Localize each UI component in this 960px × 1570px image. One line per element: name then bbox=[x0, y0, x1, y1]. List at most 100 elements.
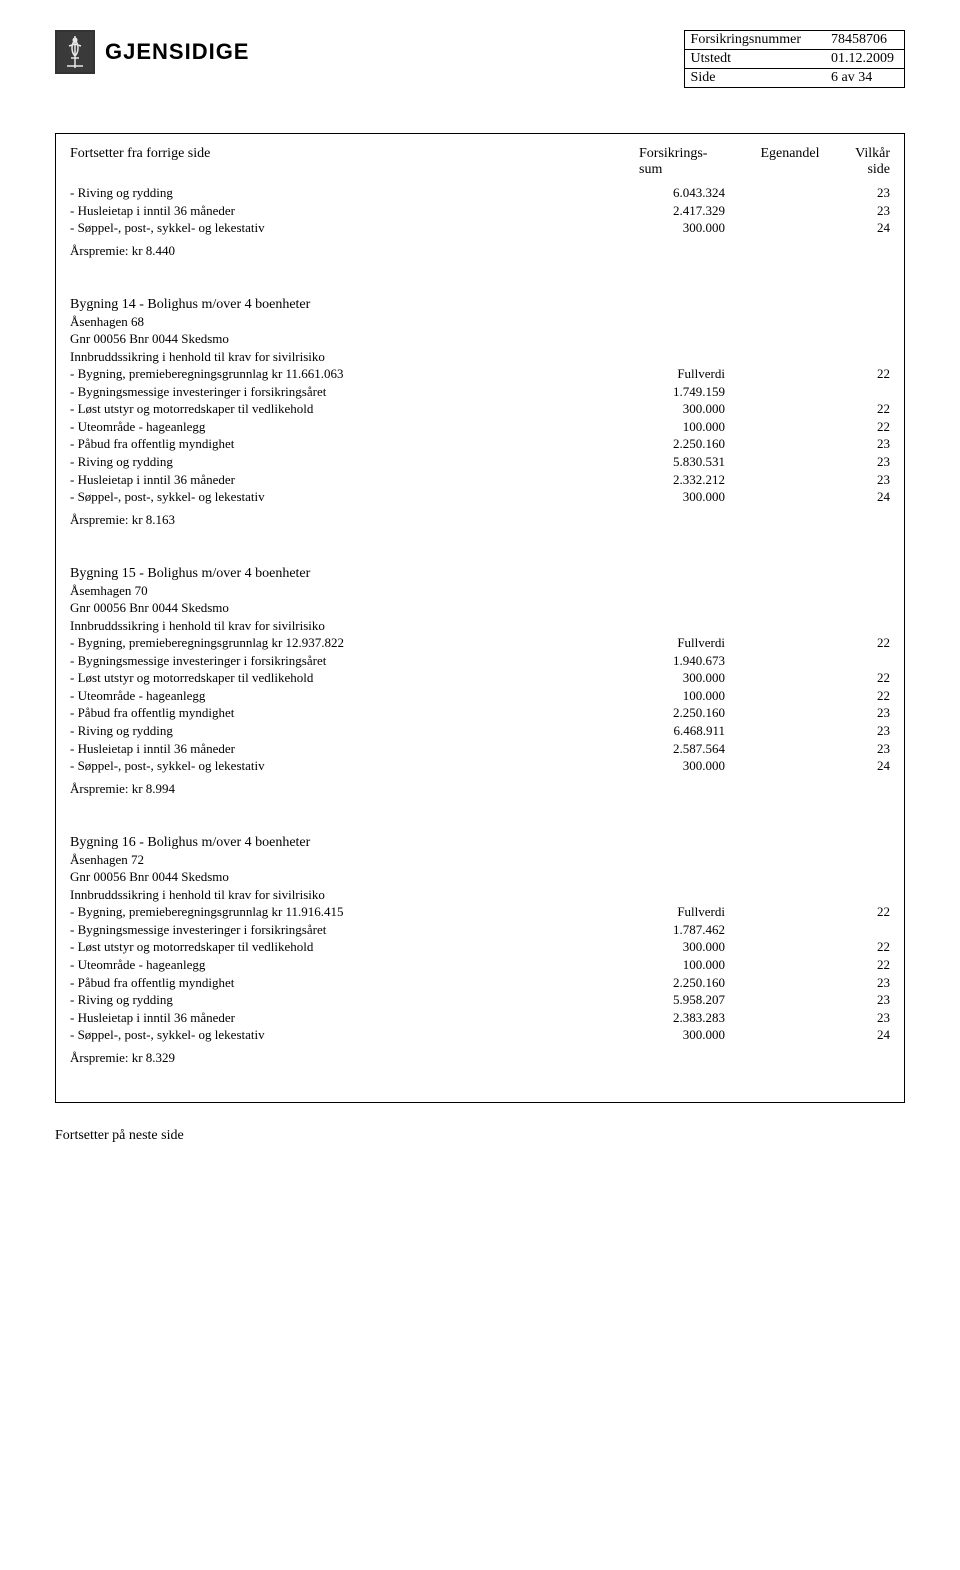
line-item: - Bygningsmessige investeringer i forsik… bbox=[70, 652, 890, 670]
line-item: - Bygningsmessige investeringer i forsik… bbox=[70, 921, 890, 939]
item-vilkar: 22 bbox=[835, 687, 890, 705]
line-item: - Riving og rydding5.830.53123 bbox=[70, 453, 890, 471]
line-item: - Løst utstyr og motorredskaper til vedl… bbox=[70, 669, 890, 687]
page-number: 6 av 34 bbox=[811, 69, 905, 88]
item-egenandel bbox=[745, 1009, 835, 1027]
line-item: - Husleietap i inntil 36 måneder2.587.56… bbox=[70, 740, 890, 758]
item-desc: - Uteområde - hageanlegg bbox=[70, 956, 625, 974]
item-egenandel bbox=[745, 1026, 835, 1044]
item-sum: 5.958.207 bbox=[625, 991, 745, 1009]
item-sum: 100.000 bbox=[625, 418, 745, 436]
item-desc: - Husleietap i inntil 36 måneder bbox=[70, 1009, 625, 1027]
item-vilkar: 22 bbox=[835, 634, 890, 652]
item-vilkar: 22 bbox=[835, 418, 890, 436]
item-vilkar bbox=[835, 383, 890, 401]
item-desc: - Husleietap i inntil 36 måneder bbox=[70, 471, 625, 489]
line-item: - Husleietap i inntil 36 måneder2.417.32… bbox=[70, 202, 890, 220]
line-item: - Søppel-, post-, sykkel- og lekestativ3… bbox=[70, 488, 890, 506]
line-item: - Bygning, premieberegningsgrunnlag kr 1… bbox=[70, 903, 890, 921]
item-egenandel bbox=[745, 921, 835, 939]
item-desc: - Bygningsmessige investeringer i forsik… bbox=[70, 921, 625, 939]
item-sum: 100.000 bbox=[625, 956, 745, 974]
item-desc: - Bygning, premieberegningsgrunnlag kr 1… bbox=[70, 634, 625, 652]
item-egenandel bbox=[745, 687, 835, 705]
section-gnr: Gnr 00056 Bnr 0044 Skedsmo bbox=[70, 599, 890, 617]
item-sum: Fullverdi bbox=[625, 903, 745, 921]
item-egenandel bbox=[745, 704, 835, 722]
line-item: - Riving og rydding5.958.207 23 bbox=[70, 991, 890, 1009]
item-egenandel bbox=[745, 202, 835, 220]
section-premium: Årspremie: kr 8.163 bbox=[70, 512, 890, 528]
item-sum: 300.000 bbox=[625, 219, 745, 237]
section-innbrudd: Innbruddssikring i henhold til krav for … bbox=[70, 348, 890, 366]
item-sum: 300.000 bbox=[625, 488, 745, 506]
footer-text: Fortsetter på neste side bbox=[55, 1128, 905, 1144]
item-desc: - Påbud fra offentlig myndighet bbox=[70, 435, 625, 453]
item-desc: - Riving og rydding bbox=[70, 722, 625, 740]
building-section: Bygning 15 - Bolighus m/over 4 boenheter… bbox=[70, 566, 890, 833]
item-egenandel bbox=[745, 974, 835, 992]
item-sum: 2.417.329 bbox=[625, 202, 745, 220]
line-item: - Påbud fra offentlig myndighet2.250.160… bbox=[70, 704, 890, 722]
insurance-no: 78458706 bbox=[811, 31, 905, 50]
item-desc: - Søppel-, post-, sykkel- og lekestativ bbox=[70, 757, 625, 775]
item-desc: - Løst utstyr og motorredskaper til vedl… bbox=[70, 400, 625, 418]
item-sum: 300.000 bbox=[625, 669, 745, 687]
item-sum: 2.383.283 bbox=[625, 1009, 745, 1027]
line-item: - Bygning, premieberegningsgrunnlag kr 1… bbox=[70, 365, 890, 383]
item-vilkar: 23 bbox=[835, 740, 890, 758]
line-item: - Husleietap i inntil 36 måneder2.332.21… bbox=[70, 471, 890, 489]
building-section: Bygning 16 - Bolighus m/over 4 boenheter… bbox=[70, 835, 890, 1066]
item-desc: - Bygning, premieberegningsgrunnlag kr 1… bbox=[70, 365, 625, 383]
item-desc: - Påbud fra offentlig myndighet bbox=[70, 974, 625, 992]
section-gnr: Gnr 00056 Bnr 0044 Skedsmo bbox=[70, 868, 890, 886]
issued-date: 01.12.2009 bbox=[811, 50, 905, 69]
item-desc: - Løst utstyr og motorredskaper til vedl… bbox=[70, 938, 625, 956]
item-vilkar: 23 bbox=[835, 974, 890, 992]
page-header: GJENSIDIGE Forsikringsnummer 78458706 Ut… bbox=[55, 30, 905, 88]
item-vilkar: 23 bbox=[835, 704, 890, 722]
section-address: Åsemhagen 70 bbox=[70, 582, 890, 600]
top-premium: Årspremie: kr 8.440 bbox=[70, 243, 890, 259]
item-egenandel bbox=[745, 669, 835, 687]
item-sum: Fullverdi bbox=[625, 365, 745, 383]
vilkar-header-1: Vilkår bbox=[835, 146, 890, 162]
guardian-icon bbox=[55, 30, 95, 74]
item-egenandel bbox=[745, 471, 835, 489]
section-premium: Årspremie: kr 8.329 bbox=[70, 1050, 890, 1066]
column-headers: Fortsetter fra forrige side Forsikrings-… bbox=[70, 146, 890, 178]
item-vilkar: 22 bbox=[835, 669, 890, 687]
item-desc: - Husleietap i inntil 36 måneder bbox=[70, 202, 625, 220]
item-vilkar: 24 bbox=[835, 1026, 890, 1044]
line-item: - Bygningsmessige investeringer i forsik… bbox=[70, 383, 890, 401]
section-innbrudd: Innbruddssikring i henhold til krav for … bbox=[70, 886, 890, 904]
sum-header-2: sum bbox=[639, 162, 725, 178]
item-desc: - Søppel-, post-, sykkel- og lekestativ bbox=[70, 219, 625, 237]
item-vilkar: 22 bbox=[835, 903, 890, 921]
section-title: Bygning 15 - Bolighus m/over 4 boenheter bbox=[70, 566, 890, 582]
item-desc: - Husleietap i inntil 36 måneder bbox=[70, 740, 625, 758]
item-desc: - Riving og rydding bbox=[70, 991, 625, 1009]
item-egenandel bbox=[745, 722, 835, 740]
item-vilkar: 23 bbox=[835, 722, 890, 740]
item-vilkar: 22 bbox=[835, 400, 890, 418]
line-item: - Bygning, premieberegningsgrunnlag kr 1… bbox=[70, 634, 890, 652]
item-sum: 1.787.462 bbox=[625, 921, 745, 939]
line-item: - Søppel-, post-, sykkel- og lekestativ3… bbox=[70, 1026, 890, 1044]
item-egenandel bbox=[745, 991, 835, 1009]
item-vilkar: 24 bbox=[835, 757, 890, 775]
item-sum: 300.000 bbox=[625, 400, 745, 418]
line-item: - Uteområde - hageanlegg100.00022 bbox=[70, 687, 890, 705]
item-egenandel bbox=[745, 956, 835, 974]
item-vilkar bbox=[835, 652, 890, 670]
item-sum: 6.468.911 bbox=[625, 722, 745, 740]
line-item: - Løst utstyr og motorredskaper til vedl… bbox=[70, 938, 890, 956]
item-vilkar: 23 bbox=[835, 184, 890, 202]
item-vilkar: 23 bbox=[835, 991, 890, 1009]
item-egenandel bbox=[745, 488, 835, 506]
line-item: - Søppel-, post-, sykkel- og lekestativ3… bbox=[70, 219, 890, 237]
item-vilkar: 22 bbox=[835, 365, 890, 383]
sections: Bygning 14 - Bolighus m/over 4 boenheter… bbox=[70, 297, 890, 1066]
item-egenandel bbox=[745, 418, 835, 436]
line-item: - Uteområde - hageanlegg100.00022 bbox=[70, 418, 890, 436]
